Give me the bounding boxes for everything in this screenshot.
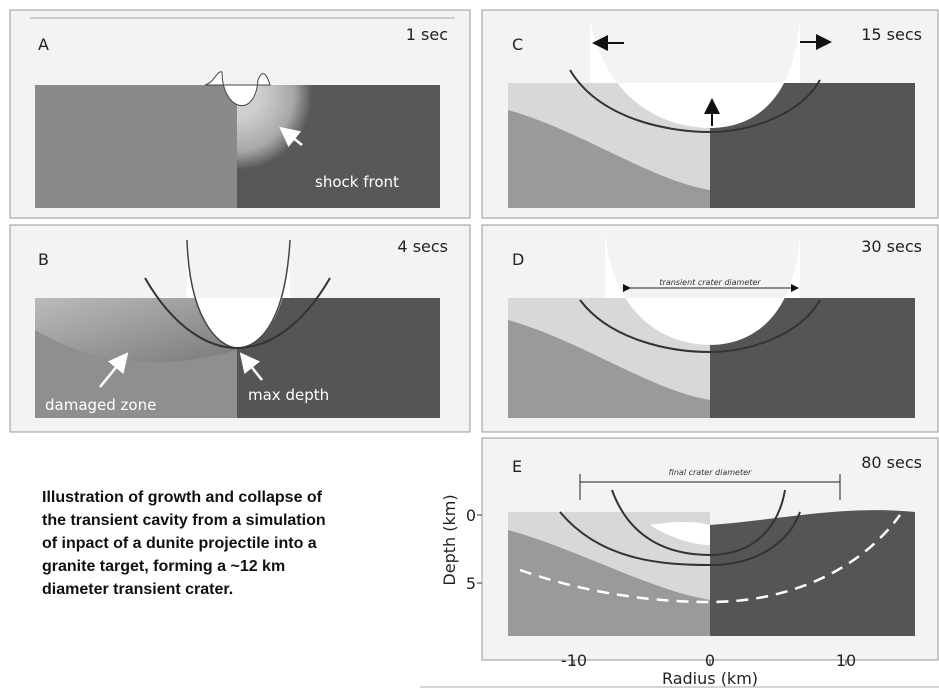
- y-tick-label: 5: [466, 574, 476, 593]
- panel-a: A 1 sec shock front: [10, 10, 470, 218]
- panel-e: final crater diameter E 80 secs -10 0 10 0 5…: [440, 438, 938, 688]
- panel-d: transient crater diameter D 30 secs: [482, 225, 938, 432]
- panel-time: 1 sec: [406, 25, 448, 44]
- annotation: damaged zone: [45, 396, 156, 414]
- y-axis-label: Depth (km): [440, 494, 459, 585]
- annotation: final crater diameter: [669, 468, 752, 477]
- panel-label: D: [512, 250, 524, 269]
- panel-label: E: [512, 457, 522, 476]
- panel-time: 30 secs: [861, 237, 922, 256]
- caption: Illustration of growth and collapse of th…: [42, 489, 326, 598]
- caption-line: granite target, forming a ~12 km: [42, 558, 285, 575]
- panel-time: 80 secs: [861, 453, 922, 472]
- x-axis-label: Radius (km): [662, 669, 758, 688]
- y-tick-label: 0: [466, 506, 476, 525]
- caption-line: Illustration of growth and collapse of: [42, 489, 323, 506]
- annotation: max depth: [248, 386, 329, 404]
- panel-c: C 15 secs: [482, 10, 938, 218]
- caption-line: of inpact of a dunite projectile into a: [42, 535, 317, 552]
- annotation: transient crater diameter: [659, 278, 761, 287]
- target-right: [710, 510, 915, 636]
- x-tick-label: 10: [836, 651, 856, 670]
- target-left: [35, 85, 237, 208]
- panel-b: B 4 secs damaged zone max depth: [10, 225, 470, 432]
- x-tick-label: -10: [561, 651, 587, 670]
- panel-label: A: [38, 35, 49, 54]
- panel-time: 4 secs: [397, 237, 448, 256]
- figure: A 1 sec shock front B 4 secs damaged zon…: [0, 0, 939, 689]
- annotation: shock front: [315, 173, 399, 191]
- caption-line: the transient cavity from a simulation: [42, 512, 326, 529]
- panel-label: B: [38, 250, 49, 269]
- panel-time: 15 secs: [861, 25, 922, 44]
- panel-label: C: [512, 35, 523, 54]
- caption-line: diameter transient crater.: [42, 581, 233, 598]
- x-tick-label: 0: [705, 651, 715, 670]
